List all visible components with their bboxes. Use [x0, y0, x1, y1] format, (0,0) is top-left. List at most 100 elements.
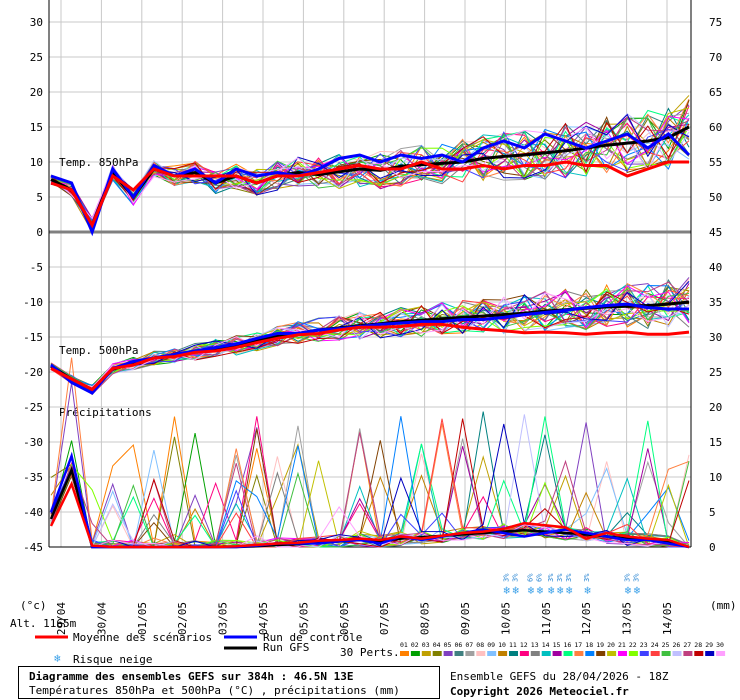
member-swatch — [650, 651, 660, 656]
copyright: Copyright 2026 Meteociel.fr — [450, 685, 629, 698]
member-swatch — [443, 651, 453, 656]
right-tick-label: 65 — [709, 86, 722, 99]
run-info: Ensemble GEFS du 28/04/2026 - 18Z — [450, 670, 669, 683]
date-tick-label: 11/05 — [540, 602, 553, 635]
member-swatch — [410, 651, 420, 656]
snow-icon: ❄ — [503, 584, 510, 597]
left-tick-label: 20 — [30, 86, 43, 99]
member-swatch — [618, 651, 627, 656]
left-tick-label: 0 — [36, 226, 43, 239]
right-tick-label: 0 — [709, 541, 716, 554]
left-tick-label: -10 — [23, 296, 43, 309]
snow-icon: ❄ — [528, 584, 535, 597]
snow-icon: ❄ — [537, 584, 544, 597]
title-box: Diagramme des ensembles GEFS sur 384h : … — [18, 666, 440, 699]
right-tick-label: 25 — [709, 366, 722, 379]
snow-risk-value: 3% — [633, 573, 641, 582]
left-tick-label: 10 — [30, 156, 43, 169]
member-number: 28 — [694, 641, 702, 649]
member-swatch — [498, 651, 508, 656]
left-tick-label: -25 — [23, 401, 43, 414]
member-number: 02 — [411, 641, 419, 649]
member-precip-line — [50, 449, 690, 549]
member-number: 26 — [673, 641, 681, 649]
plot-area — [49, 0, 691, 547]
member-swatch — [421, 651, 431, 656]
member-swatch — [519, 651, 529, 656]
left-tick-label: -40 — [23, 506, 43, 519]
member-swatch — [683, 651, 693, 656]
series-t500-line — [50, 322, 690, 392]
left-tick-label: 25 — [30, 51, 43, 64]
member-precip-line — [50, 442, 690, 548]
member-number: 27 — [683, 641, 691, 649]
date-tick-label: 09/05 — [459, 602, 472, 635]
member-swatch — [454, 651, 464, 656]
member-number: 09 — [487, 641, 495, 649]
member-swatch — [432, 651, 442, 656]
member-number: 05 — [444, 641, 452, 649]
snow-icon: ❄ — [634, 584, 641, 597]
snow-risk-value: 6% — [536, 573, 544, 582]
members-label: 30 Perts. — [340, 646, 400, 659]
chart-title: Diagramme des ensembles GEFS sur 384h : … — [29, 670, 354, 683]
member-number: 29 — [705, 641, 713, 649]
snow-risk-value: 3% — [547, 573, 555, 582]
date-tick-label: 01/05 — [136, 602, 149, 635]
member-number: 01 — [400, 641, 408, 649]
member-swatch — [628, 651, 638, 656]
member-swatch — [705, 651, 715, 656]
member-number: 13 — [531, 641, 539, 649]
member-number: 18 — [585, 641, 593, 649]
right-tick-label: 70 — [709, 51, 722, 64]
member-number: 14 — [542, 641, 550, 649]
member-swatch — [672, 651, 682, 656]
member-swatch — [596, 651, 606, 656]
member-swatch — [476, 651, 486, 656]
right-tick-label: 30 — [709, 331, 722, 344]
member-number: 30 — [716, 641, 724, 649]
snow-icon: ❄ — [548, 584, 555, 597]
right-tick-label: 10 — [709, 471, 722, 484]
date-tick-label: 03/05 — [217, 602, 230, 635]
right-tick-label: 15 — [709, 436, 722, 449]
member-number: 25 — [662, 641, 670, 649]
member-number: 16 — [564, 641, 572, 649]
snow-icon: ❄ — [512, 584, 519, 597]
member-swatch — [585, 651, 595, 656]
member-swatch — [530, 651, 540, 656]
date-tick-label: 14/05 — [661, 602, 674, 635]
t500-label: Temp. 500hPa — [59, 344, 138, 357]
right-tick-label: 45 — [709, 226, 722, 239]
right-tick-label: 50 — [709, 191, 722, 204]
right-tick-label: 35 — [709, 296, 722, 309]
right-axis-unit: (mm) — [710, 599, 737, 612]
member-swatch — [607, 651, 617, 656]
member-number: 19 — [596, 641, 604, 649]
right-tick-label: 75 — [709, 16, 722, 29]
member-number: 08 — [476, 641, 484, 649]
member-swatch — [574, 651, 584, 656]
right-tick-label: 60 — [709, 121, 722, 134]
series-t850-line — [50, 132, 691, 237]
member-number: 11 — [509, 641, 517, 649]
snow-icon: ❄ — [557, 584, 564, 597]
snow-risk-value: 3% — [565, 573, 573, 582]
legend-snow-icon: ❄ — [54, 652, 61, 665]
member-line — [50, 292, 690, 386]
left-tick-label: -30 — [23, 436, 43, 449]
legend-control-label: Run de contrôle — [263, 631, 362, 644]
snow-risk-value: 3% — [624, 573, 632, 582]
member-swatch — [661, 651, 671, 656]
date-tick-label: 04/05 — [257, 602, 270, 635]
date-tick-label: 30/04 — [95, 602, 108, 635]
date-tick-label: 02/05 — [176, 602, 189, 635]
precip-label: Précipitations — [59, 406, 152, 419]
date-tick-label: 13/05 — [621, 602, 634, 635]
member-number: 23 — [640, 641, 648, 649]
member-number: 06 — [455, 641, 463, 649]
member-swatch — [552, 651, 562, 656]
left-tick-label: -15 — [23, 331, 43, 344]
member-number: 20 — [607, 641, 615, 649]
series-precip-line — [49, 480, 690, 549]
